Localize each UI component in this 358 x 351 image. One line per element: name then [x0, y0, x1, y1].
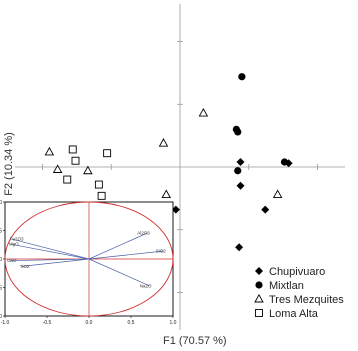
inset-y-tick-label: -1.0 — [0, 314, 2, 320]
point-loma-alta — [63, 175, 72, 184]
inset-x-tick-label: -1.0 — [1, 320, 10, 326]
point-tres-mezquites — [158, 138, 169, 147]
loading-vector-tio2 — [21, 258, 90, 267]
legend-label-loma-alta: Loma Alta — [269, 308, 319, 320]
point-tres-mezquites — [198, 107, 209, 117]
loading-vector-fe2o3 — [11, 238, 90, 260]
inset-x-tick-label: -0.5 — [43, 320, 52, 326]
legend-label-chupivuaro: Chupivuaro — [269, 266, 325, 278]
point-loma-alta — [94, 180, 103, 189]
inset-x-tick-label: 0.5 — [128, 320, 135, 326]
point-chupivuaro — [235, 243, 244, 252]
legend: Chupivuaro Mixtlan Tres Mezquites Loma Alta — [254, 266, 344, 320]
point-loma-alta — [97, 191, 106, 200]
point-mixtlan — [238, 73, 246, 81]
point-tres-mezquites — [52, 164, 63, 173]
point-chupivuaro — [236, 157, 245, 166]
legend-label-mixtlan: Mixtlan — [269, 280, 304, 292]
loading-vector-sio2 — [88, 250, 164, 260]
point-tres-mezquites — [272, 189, 283, 199]
legend-marker-loma-alta — [255, 309, 263, 317]
loading-label-fe2o3: Fe2O3 — [10, 237, 24, 242]
legend-marker-tres-mezquites — [254, 293, 264, 303]
inset-y-tick-label: 1.0 — [0, 200, 2, 206]
legend-label-tres-mezquites: Tres Mezquites — [269, 294, 344, 306]
inset-x-tick-label: 0.0 — [86, 320, 93, 326]
loading-vector-mgo — [10, 243, 90, 260]
loading-inset: -1.0 -0.5 0.0 0.5 1.0 1.0 0.5 0.0 -0.5 -1.0 Al2O3 S… — [0, 200, 177, 326]
loading-label-cao: CaO — [7, 258, 17, 263]
point-tres-mezquites — [161, 189, 172, 199]
loading-label-mgo: MgO — [9, 242, 19, 247]
point-tres-mezquites — [44, 146, 55, 156]
point-loma-alta — [71, 156, 80, 165]
loading-label-na2o: Na2O — [140, 283, 152, 288]
point-loma-alta — [68, 145, 77, 154]
loading-vector-na2o — [88, 258, 150, 287]
y-axis-label: F2 (10.34 %) — [3, 132, 15, 196]
point-mixtlan — [280, 158, 289, 166]
loading-label-sio2: SiO2 — [156, 249, 167, 254]
point-chupivuaro — [236, 181, 245, 190]
loading-label-tio2: TiO2 — [20, 264, 30, 269]
legend-marker-chupivuaro — [255, 267, 263, 275]
inset-y-tick-label: 0.5 — [0, 229, 2, 235]
scatter-points — [44, 73, 293, 252]
point-chupivuaro — [261, 205, 270, 214]
point-loma-alta — [103, 149, 112, 158]
main-axes — [15, 4, 345, 330]
inset-x-tick-label: 1.0 — [170, 320, 177, 326]
loading-vector-cao — [9, 258, 90, 262]
inset-y-tick-label: 0.0 — [0, 257, 2, 263]
inset-y-tick-label: -0.5 — [0, 286, 2, 292]
loading-vector-al2o3 — [88, 232, 148, 260]
x-axis-label: F1 (70.57 %) — [163, 335, 227, 347]
loading-label-al2o3: Al2O3 — [137, 230, 150, 235]
point-tres-mezquites — [83, 165, 93, 175]
point-mixtlan — [234, 128, 242, 136]
point-chupivuaro — [171, 205, 180, 214]
legend-marker-mixtlan — [255, 281, 263, 289]
point-mixtlan — [234, 167, 242, 175]
